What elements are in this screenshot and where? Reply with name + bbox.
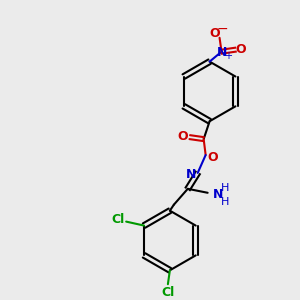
Text: N: N: [212, 188, 223, 201]
Text: H: H: [221, 183, 230, 193]
Text: O: O: [178, 130, 188, 142]
Text: −: −: [217, 22, 228, 36]
Text: Cl: Cl: [112, 213, 125, 226]
Text: Cl: Cl: [161, 286, 175, 299]
Text: +: +: [224, 51, 232, 61]
Text: O: O: [209, 27, 220, 40]
Text: O: O: [207, 151, 218, 164]
Text: H: H: [221, 197, 230, 207]
Text: N: N: [218, 46, 228, 59]
Text: O: O: [235, 43, 246, 56]
Text: N: N: [186, 168, 196, 182]
